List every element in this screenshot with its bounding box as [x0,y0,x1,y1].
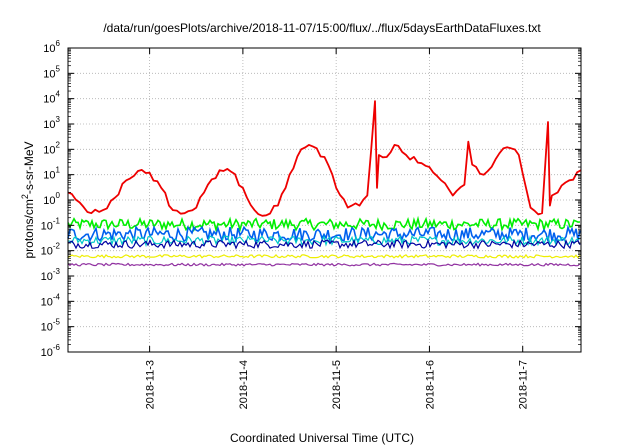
series-line [67,262,581,267]
y-tick-label: 10-3 [41,267,61,283]
x-axis: 2018-11-3 2018-11-4 2018-11-5 2018-11-6 2018… [145,48,530,409]
y-tick-label: 100 [43,191,60,207]
y-tick-label: 106 [43,39,60,55]
x-tick-label: 2018-11-5 [331,360,343,409]
x-axis-title: Coordinated Universal Time (UTC) [230,431,414,445]
grid [68,48,581,352]
y-axis: 10-6 10-5 10-4 10-3 10-2 10-1 100 101 102 103 104 1… [41,39,581,359]
y-axis-title-tail: -s-sr-MeV [22,141,36,194]
plot-frame [67,47,582,353]
x-tick-label: 2018-11-6 [424,360,436,409]
y-tick-label: 10-5 [41,318,61,334]
y-tick-label: 101 [43,166,60,182]
y-tick-label: 102 [43,140,60,156]
y-tick-label: 104 [43,90,60,106]
series-line [67,215,581,233]
y-tick-label: 103 [43,115,60,131]
y-axis-title-main: protons/cm [22,199,36,258]
y-tick-label: 10-1 [41,216,61,232]
series-group [67,100,582,267]
series-line [67,238,581,250]
series-line [67,253,581,259]
x-tick-label: 2018-11-3 [145,360,157,409]
x-tick-label: 2018-11-7 [518,360,530,409]
y-axis-title-sup: 2 [20,194,30,199]
y-axis-title: protons/cm2-s-sr-MeV [20,141,36,258]
y-tick-label: 10-6 [41,343,61,359]
y-tick-label: 105 [43,64,60,80]
x-tick-label: 2018-11-4 [238,360,250,409]
y-tick-label: 10-4 [41,292,61,308]
series-line [67,224,581,244]
y-tick-label: 10-2 [41,242,61,258]
chart-title: /data/run/goesPlots/archive/2018-11-07/1… [103,21,541,35]
series-line [68,234,581,248]
series-line-red [67,100,582,217]
